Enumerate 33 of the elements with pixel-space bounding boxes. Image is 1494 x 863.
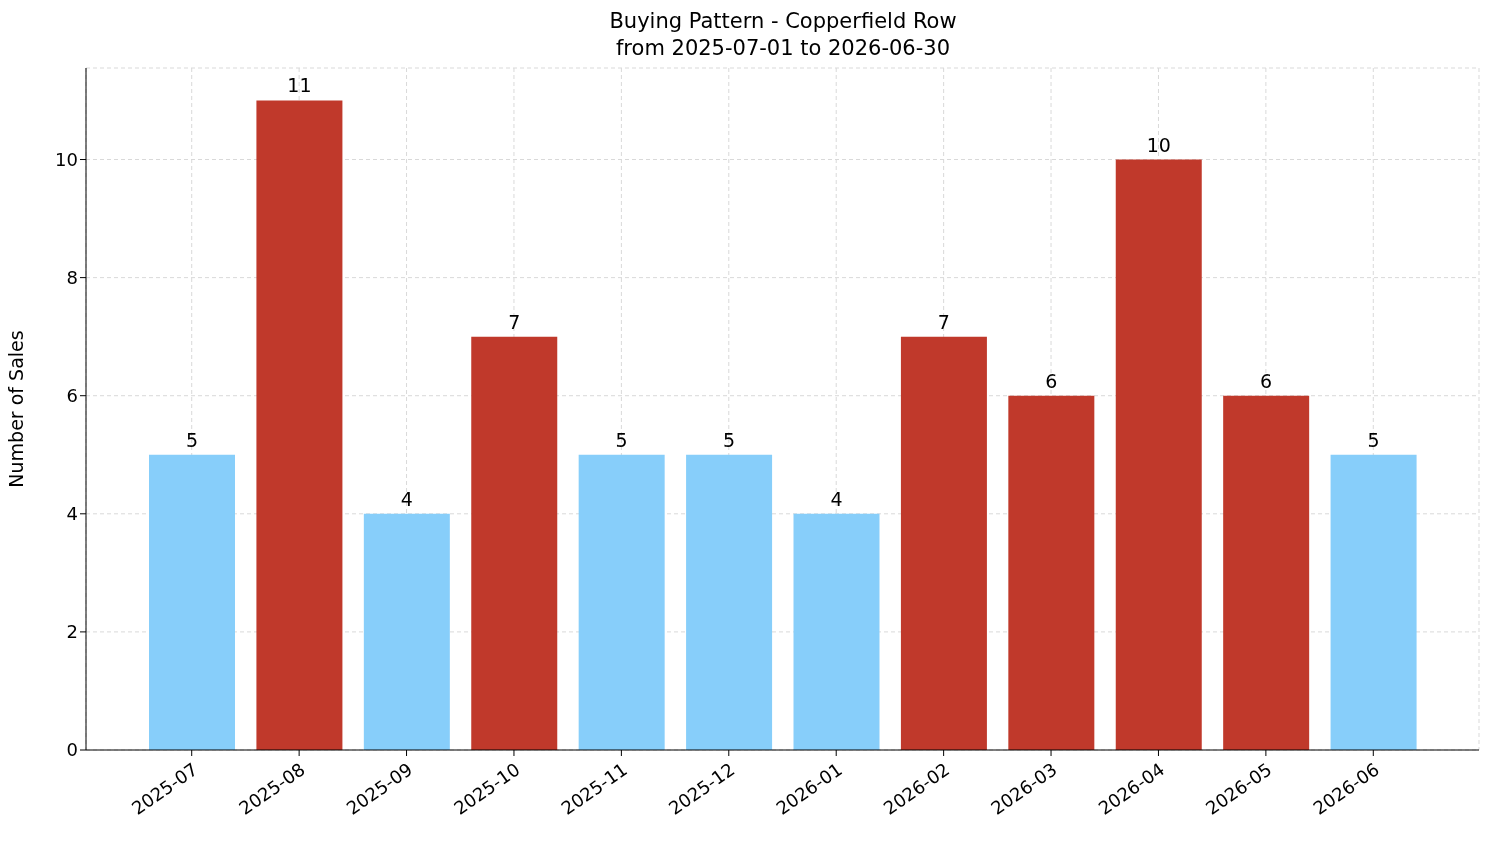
bar <box>149 454 235 750</box>
bar <box>1330 454 1417 750</box>
bar <box>900 336 987 750</box>
y-tick-label: 4 <box>66 503 78 525</box>
bar <box>1115 159 1202 750</box>
data-label: 5 <box>723 428 736 451</box>
bar <box>1008 395 1095 750</box>
bar <box>363 513 450 750</box>
bar <box>578 454 665 750</box>
y-axis-title: Number of Sales <box>4 330 27 488</box>
data-label: 4 <box>830 487 843 510</box>
data-label: 11 <box>287 74 312 97</box>
data-label: 4 <box>400 487 413 510</box>
data-label: 6 <box>1260 369 1273 392</box>
data-label: 5 <box>1367 428 1380 451</box>
data-label: 10 <box>1146 133 1171 156</box>
bar <box>793 513 880 750</box>
chart-title: Buying Pattern - Copperfield Row <box>608 8 958 35</box>
y-tick-label: 0 <box>66 739 78 761</box>
y-tick-label: 8 <box>66 267 78 289</box>
bar <box>1223 395 1310 750</box>
bar <box>256 100 343 750</box>
chart-subtitle: from 2025-07-01 to 2026-06-30 <box>614 35 952 62</box>
y-tick-label: 2 <box>66 621 78 643</box>
bar <box>471 336 558 750</box>
data-label: 5 <box>615 428 628 451</box>
data-label: 6 <box>1045 369 1058 392</box>
y-tick-label: 10 <box>55 148 78 170</box>
data-label: 7 <box>937 310 950 333</box>
data-label: 5 <box>185 428 199 451</box>
y-tick-label: 6 <box>66 385 78 407</box>
data-label: 7 <box>508 310 521 333</box>
bar <box>686 454 773 750</box>
